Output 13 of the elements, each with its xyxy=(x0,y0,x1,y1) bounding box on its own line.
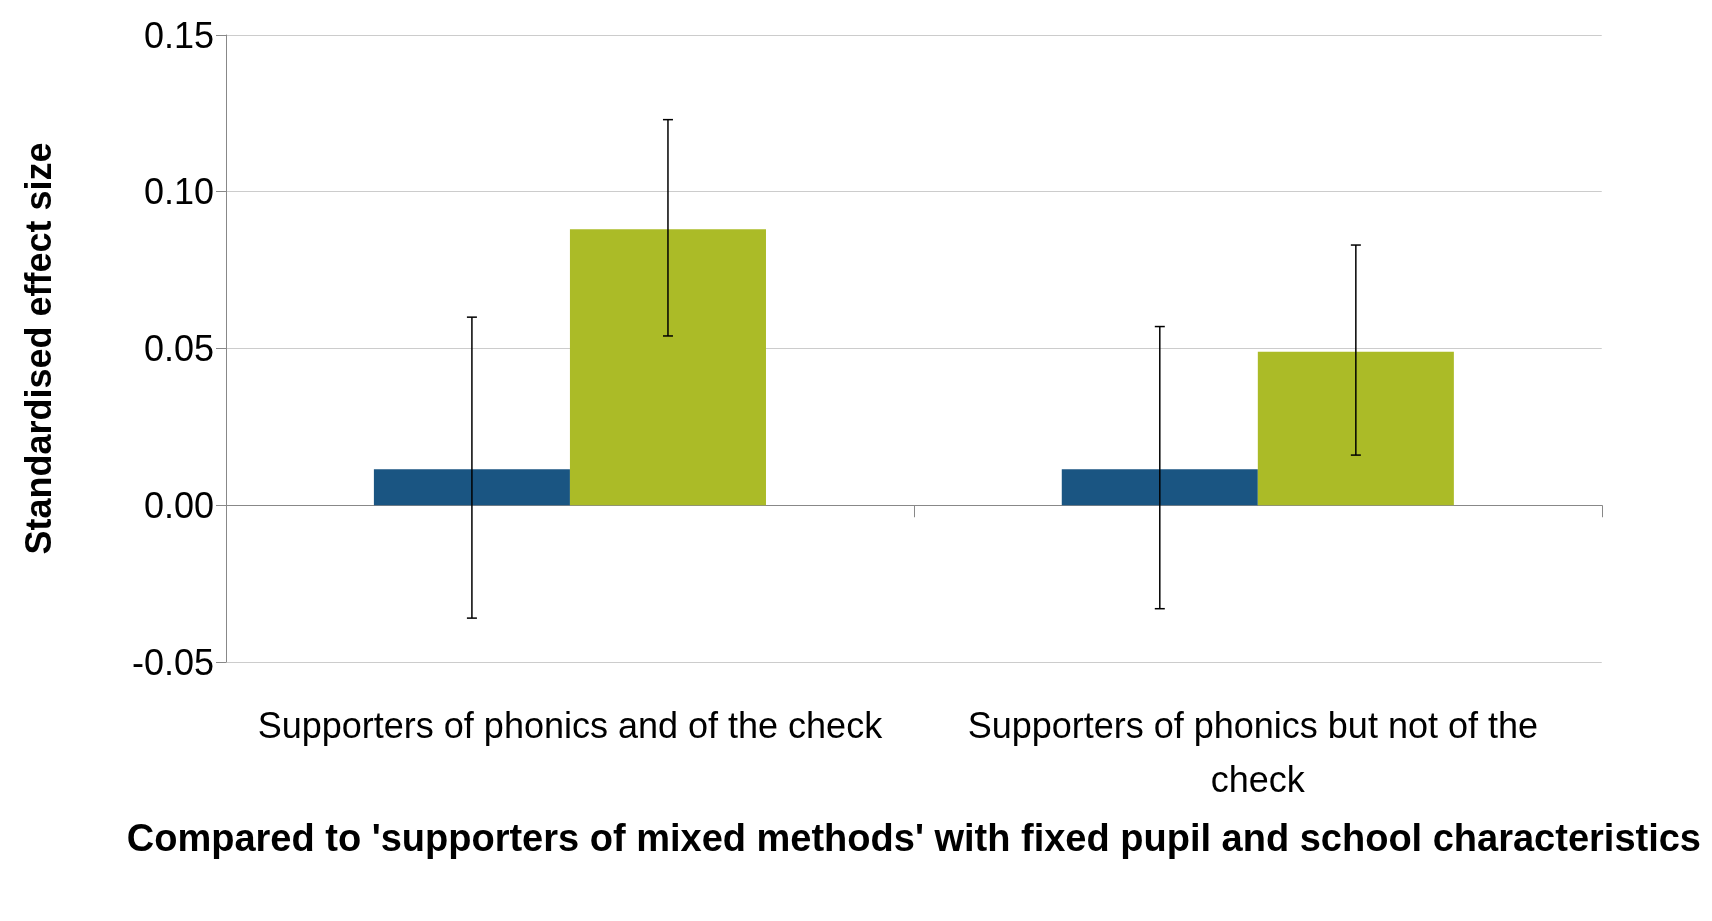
x-tick-label: Supporters of phonics but not of the check xyxy=(967,704,1549,800)
y-tick-label: 0.00 xyxy=(143,484,214,526)
bar xyxy=(1257,351,1454,506)
bar xyxy=(1061,469,1258,506)
y-tick-label: 0.15 xyxy=(143,14,214,56)
bar xyxy=(373,469,570,506)
bar xyxy=(569,229,766,506)
y-tick-label: 0.05 xyxy=(143,328,214,369)
x-tick-label: Supporters of phonics and of the check xyxy=(257,704,884,746)
y-tick-label: 0.10 xyxy=(143,171,214,213)
y-axis-title: Standardised effect size xyxy=(17,142,59,555)
x-axis-title: Compared to 'supporters of mixed methods' with fixed pupil and school characteristics xyxy=(126,816,1702,859)
y-tick-label: -0.05 xyxy=(131,641,214,683)
